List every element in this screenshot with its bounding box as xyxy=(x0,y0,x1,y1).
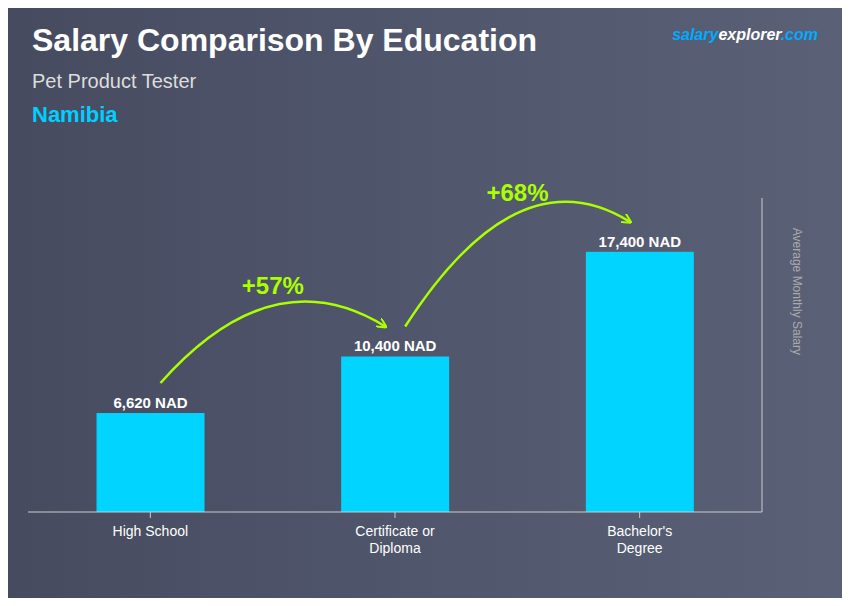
html-text:Salary Comparison By Education: Salary Comparison By Education xyxy=(32,22,537,58)
svg-text:6,620 NAD: 6,620 NAD xyxy=(113,394,187,411)
svg-text:17,400 NAD: 17,400 NAD xyxy=(599,233,682,250)
html-text:salary explorer.com: salary explorer.com xyxy=(672,26,818,43)
svg-text:+57%: +57% xyxy=(242,272,304,299)
html-text:Namibia: Namibia xyxy=(32,102,118,127)
svg-text:+68%: +68% xyxy=(486,179,548,206)
svg-text:Diploma: Diploma xyxy=(369,540,421,556)
html-text:Pet Product Tester: Pet Product Tester xyxy=(32,70,197,92)
svg-text:Average Monthly Salary: Average Monthly Salary xyxy=(790,228,804,355)
svg-text:Degree: Degree xyxy=(617,540,663,556)
svg-text:High School: High School xyxy=(113,523,189,539)
svg-text:10,400 NAD: 10,400 NAD xyxy=(354,337,437,354)
svg-text:Certificate or: Certificate or xyxy=(355,523,435,539)
svg-text:Bachelor's: Bachelor's xyxy=(607,523,672,539)
